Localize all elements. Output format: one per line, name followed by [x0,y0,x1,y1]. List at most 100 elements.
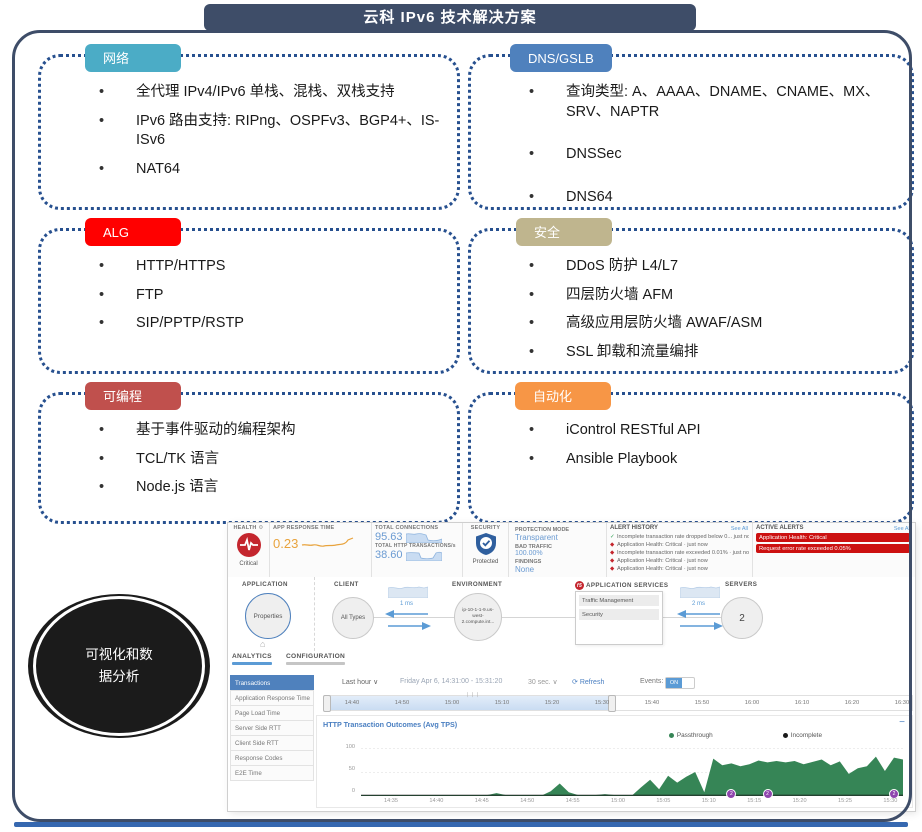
connector-line [372,617,458,618]
server-latency-sparkline [680,586,720,598]
client-latency-sparkline [388,586,428,598]
health-critical-icon [236,533,261,557]
timeline-tick-label: 15:20 [544,700,560,706]
chart-plot-area: 2 2 2 [361,748,903,799]
legend-entry[interactable]: Passthrough [668,732,713,739]
list-item: HTTP/HTTPS [99,257,443,277]
active-alerts-see-all-link[interactable]: See All [893,526,911,532]
totals-cell: TOTAL CONNECTIONS 95.63 TOTAL HTTP TRANS… [372,523,463,577]
alert-status-icon: ◆ [610,558,615,565]
bad-traffic-label: BAD TRAFFIC [515,543,552,550]
home-icon: ⌂ [260,639,266,649]
findings-value: None [515,565,535,575]
tab-configuration[interactable]: CONFIGURATION [286,653,346,665]
analytics-dashboard: HEALTH ⚙ Critical APP RESPONSE TIME 0.23… [228,523,915,811]
x-tick-label: 15:30 [883,798,898,804]
alert-history-row: ◆ Application Health: Critical · just now [610,541,749,549]
sidebar-item[interactable]: E2E Time [230,765,314,781]
event-marker[interactable]: 2 [888,789,899,799]
sidebar-item[interactable]: Transactions [230,675,314,690]
alert-history-row: ◆ Application Health: Critical · just now [610,557,749,565]
network-item-list: 全代理 IPv4/IPv6 单栈、混栈、双栈支持 IPv6 路由支持: RIPng… [41,57,457,179]
events-label: Events: [640,678,664,685]
sidebar-item[interactable]: Server Side RTT [230,720,314,735]
interval-dropdown[interactable]: 30 sec. ∨ [528,679,558,686]
sidebar-item[interactable]: Response Codes [230,750,314,765]
sidebar-item[interactable]: Client Side RTT [230,735,314,750]
automation-item-list: iControl RESTful API Ansible Playbook [471,395,911,469]
total-http-label: TOTAL HTTP TRANSACTIONS/s [375,543,456,549]
sidebar-item[interactable]: Application Response Time [230,690,314,705]
bidirectional-arrows-icon [677,610,723,630]
alg-item-list: HTTP/HTTPS FTP SIP/PPTP/RSTP [41,231,457,334]
list-item: DNSSec [529,145,897,165]
timeline-handle-left[interactable] [323,695,331,712]
service-row[interactable]: Security [579,609,659,620]
list-item: DNS64 [529,188,897,208]
timeline-tick-label: 15:10 [494,700,510,706]
list-item: 四层防火墙 AFM [529,286,897,306]
sidebar-item[interactable]: Page Load Time [230,705,314,720]
events-toggle[interactable]: ON [665,677,695,689]
alert-history-see-all-link[interactable]: See All [730,526,748,532]
security-cell: SECURITY Protected [463,523,509,577]
gear-icon[interactable]: ⚙ [258,525,264,531]
client-label: CLIENT [334,581,359,588]
timeline-tick-label: 15:40 [644,700,660,706]
tps-chart-card: HTTP Transaction Outcomes (Avg TPS) − Pa… [316,715,913,808]
time-range-dropdown[interactable]: Last hour ∨ [342,679,379,686]
total-http-value: 38.60 [375,549,403,561]
alert-status-icon: ◆ [610,566,615,573]
timeline-grip[interactable]: ❘❘❘ [465,692,481,698]
list-item: DDoS 防护 L4/L7 [529,257,897,277]
servers-label: SERVERS [725,581,758,588]
timeline-tick-label: 15:50 [694,700,710,706]
timeline-handle-right[interactable] [608,695,616,712]
client-node[interactable]: All Types [332,597,374,639]
box-tab-automation: 自动化 [515,382,611,410]
list-item: TCL/TK 语言 [99,450,443,470]
protection-mode-value: Transparent [515,532,558,542]
event-marker[interactable]: 2 [726,789,737,799]
box-tab-security: 安全 [516,218,612,246]
alert-status-icon: ✓ [610,534,615,540]
alert-history-row: ◆ Incomplete transaction rate exceeded 0.… [610,549,749,557]
active-alert-banner: Application Health: Critical [756,533,910,542]
timeline-ruler[interactable]: ❘❘❘ 14:40 14:50 15:00 15:10 15:20 15:30 15:40 1… [323,692,913,712]
active-alert-banner: Request error rate exceeded 0.05% [756,544,910,553]
alert-history-text: Incomplete transaction rate exceeded 0.0… [617,550,749,557]
alert-history-text: Application Health: Critical · just now [617,558,708,565]
timeline-selection-band[interactable] [325,696,612,710]
alert-status-icon: ◆ [610,542,615,549]
service-row[interactable]: Traffic Management [579,595,659,606]
environment-node[interactable]: ip-10-1-1-9.us-west-2.compute.int... [454,593,502,641]
application-services-box: Traffic Management Security [575,591,663,645]
chart-title: HTTP Transaction Outcomes (Avg TPS) [323,720,458,729]
timeline-tick-label: 15:00 [444,700,460,706]
server-latency: 2 ms [692,601,706,607]
x-tick-label: 15:10 [701,798,716,804]
event-marker[interactable]: 2 [762,789,773,799]
alert-history-title: ALERT HISTORY [610,525,659,531]
alert-status-icon: ◆ [610,550,615,557]
list-item: SIP/PPTP/RSTP [99,314,443,334]
servers-node[interactable]: 2 [721,597,763,639]
app-response-sparkline [302,537,354,547]
chart-legend: Passthrough Incomplete [668,732,822,739]
app-response-label: APP RESPONSE TIME [273,525,335,531]
protection-mode-label: PROTECTION MODE [515,526,570,533]
legend-dot [668,733,674,738]
box-tab-programmable: 可编程 [85,382,181,410]
collapse-chart-icon[interactable]: − [899,717,905,728]
list-item: 高级应用层防火墙 AWAF/ASM [529,314,897,334]
tab-analytics[interactable]: ANALYTICS [232,653,272,665]
security-label: SECURITY [470,525,501,531]
total-connections-label: TOTAL CONNECTIONS [375,525,439,531]
feature-box-automation: 自动化 iControl RESTful API Ansible Playbook [468,382,914,524]
connector-line [502,617,575,618]
health-label: HEALTH [233,525,257,531]
application-properties-node[interactable]: Properties [245,593,291,639]
x-tick-label: 14:45 [474,798,489,804]
legend-entry[interactable]: Incomplete [782,732,822,739]
refresh-button[interactable]: ⟳ Refresh [572,679,605,686]
